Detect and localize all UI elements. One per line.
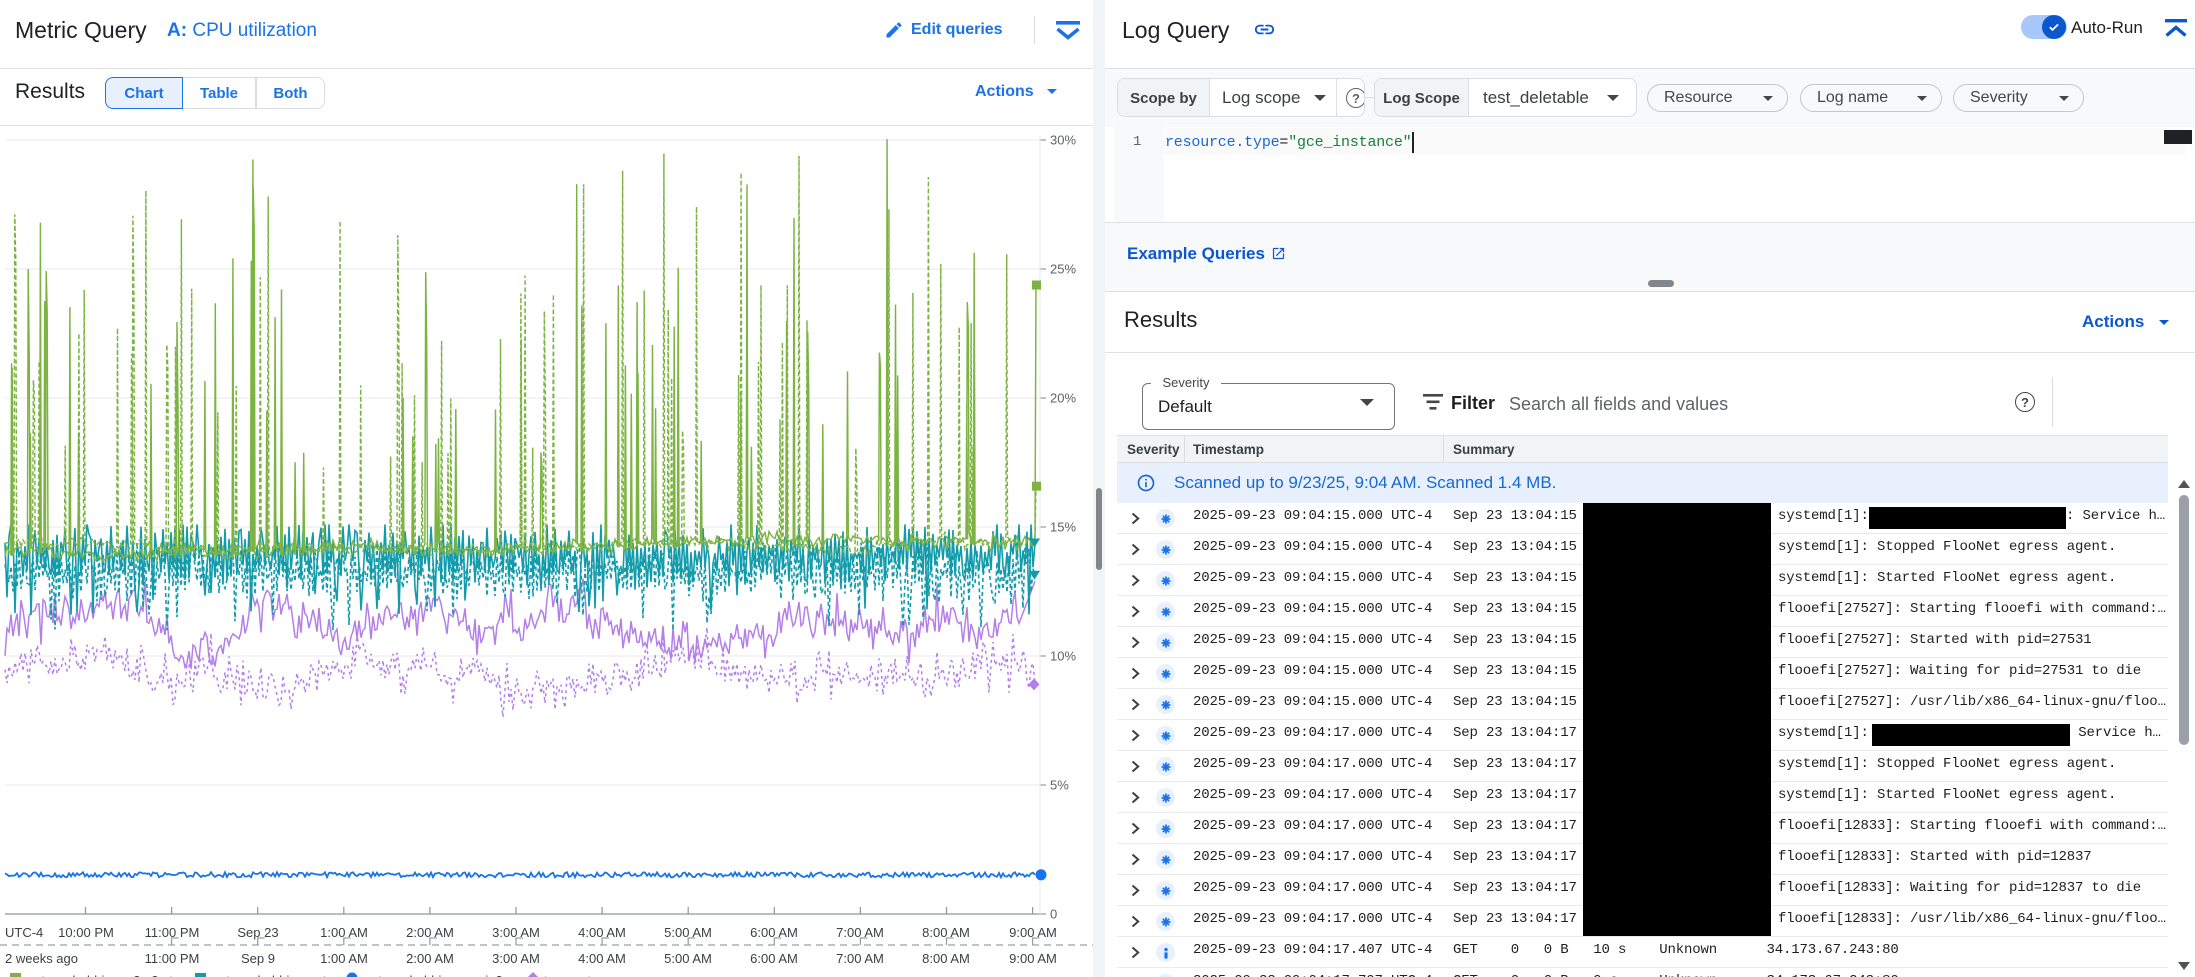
svg-text:0: 0 bbox=[1050, 907, 1057, 922]
svg-text:30%: 30% bbox=[1050, 133, 1076, 148]
svg-text:3:00 AM: 3:00 AM bbox=[492, 925, 540, 940]
svg-text:Sep 23: Sep 23 bbox=[237, 925, 278, 940]
svg-text:5:00 AM: 5:00 AM bbox=[664, 951, 712, 966]
svg-text:3:00 AM: 3:00 AM bbox=[492, 951, 540, 966]
svg-text:7:00 AM: 7:00 AM bbox=[836, 951, 884, 966]
svg-text:25%: 25% bbox=[1050, 262, 1076, 277]
svg-text:4:00 AM: 4:00 AM bbox=[578, 951, 626, 966]
svg-text:1:00 AM: 1:00 AM bbox=[320, 925, 368, 940]
svg-text:1:00 AM: 1:00 AM bbox=[320, 951, 368, 966]
svg-text:4:00 AM: 4:00 AM bbox=[578, 925, 626, 940]
svg-text:autoscaled-bigapp2-c2s-t: autoscaled-bigapp2-c2s-t bbox=[27, 973, 173, 977]
svg-text:autoscaled-bigquery-in2: autoscaled-bigquery-in2 bbox=[364, 973, 503, 977]
svg-text:2 weeks ago: 2 weeks ago bbox=[5, 951, 78, 966]
svg-text:9:00 AM: 9:00 AM bbox=[1009, 925, 1057, 940]
svg-text:5:00 AM: 5:00 AM bbox=[664, 925, 712, 940]
svg-text:6:00 AM: 6:00 AM bbox=[750, 951, 798, 966]
svg-text:UTC-4: UTC-4 bbox=[5, 925, 43, 940]
svg-text:5%: 5% bbox=[1050, 778, 1069, 793]
svg-text:2:00 AM: 2:00 AM bbox=[406, 925, 454, 940]
svg-text:9:00 AM: 9:00 AM bbox=[1009, 951, 1057, 966]
svg-text:11:00 PM: 11:00 PM bbox=[145, 925, 200, 940]
svg-text:11:00 PM: 11:00 PM bbox=[145, 951, 200, 966]
svg-text:10:00 PM: 10:00 PM bbox=[58, 925, 114, 940]
svg-text:6:00 AM: 6:00 AM bbox=[750, 925, 798, 940]
svg-text:7:00 AM: 7:00 AM bbox=[836, 925, 884, 940]
svg-text:tommy-te: tommy-te bbox=[544, 973, 598, 977]
svg-text:8:00 AM: 8:00 AM bbox=[922, 951, 970, 966]
svg-text:20%: 20% bbox=[1050, 391, 1076, 406]
svg-text:15%: 15% bbox=[1050, 520, 1076, 535]
svg-text:Sep 9: Sep 9 bbox=[241, 951, 275, 966]
svg-text:2:00 AM: 2:00 AM bbox=[406, 951, 454, 966]
svg-text:autoscaled-bigapp-to: autoscaled-bigapp-to bbox=[212, 973, 333, 977]
svg-text:8:00 AM: 8:00 AM bbox=[922, 925, 970, 940]
svg-text:10%: 10% bbox=[1050, 649, 1076, 664]
